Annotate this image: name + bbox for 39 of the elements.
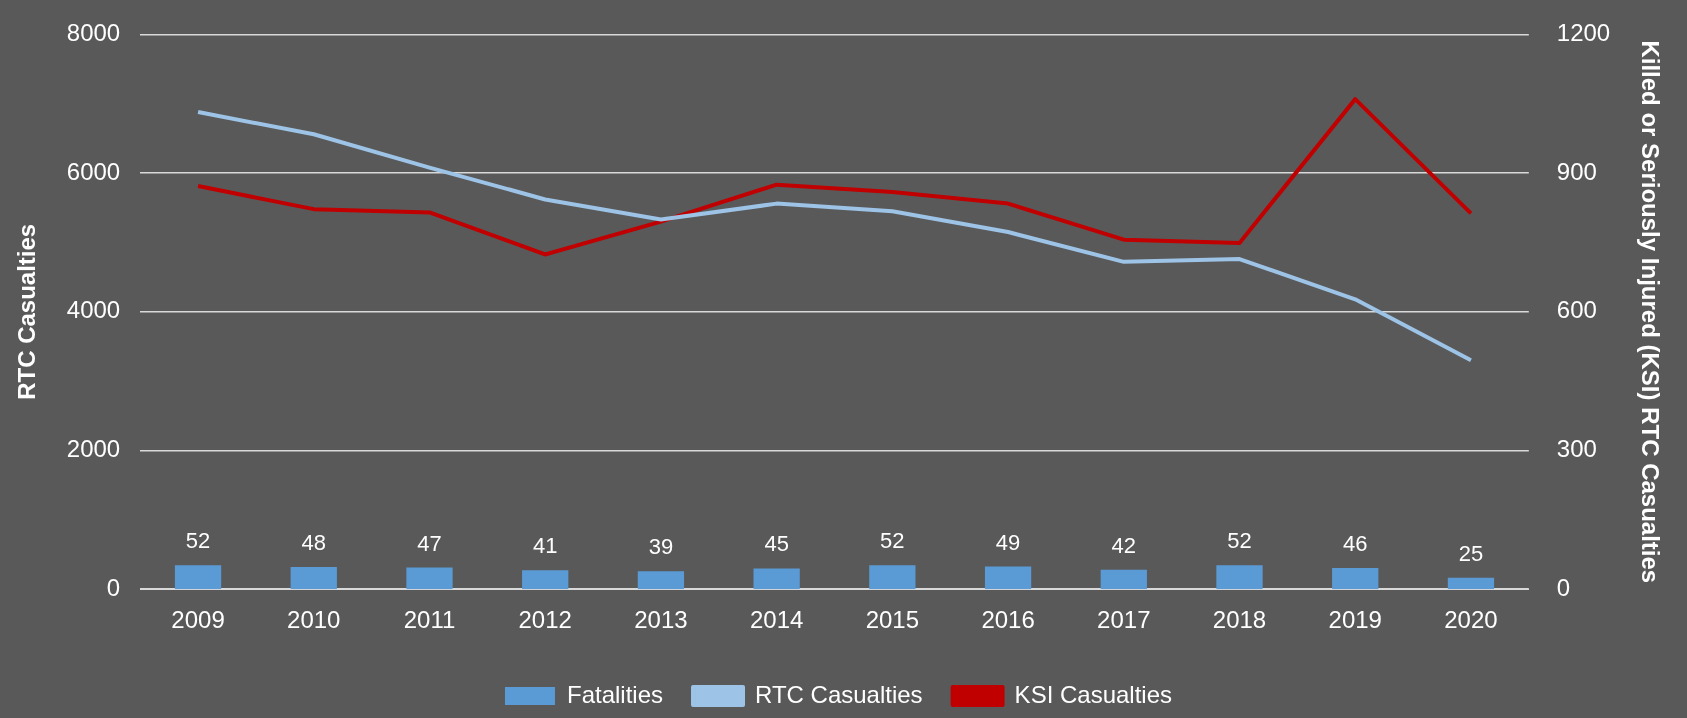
data-label: 52 <box>880 528 905 554</box>
x-tick-label: 2015 <box>865 606 920 634</box>
data-label: 52 <box>185 528 211 554</box>
y2-tick-label: 300 <box>1556 435 1597 463</box>
data-label: 41 <box>532 533 558 559</box>
x-tick-label: 2018 <box>1212 606 1267 634</box>
x-tick-label: 2009 <box>171 606 225 634</box>
y-tick-label: 0 <box>106 573 121 601</box>
y-axis-title: RTC Casualties <box>13 223 41 400</box>
x-tick-label: 2010 <box>287 606 341 634</box>
x-tick-label: 2013 <box>634 606 688 634</box>
y-tick-label: 2000 <box>66 435 121 463</box>
data-label: 47 <box>417 530 442 556</box>
x-tick-label: 2011 <box>403 606 456 634</box>
y2-tick-label: 900 <box>1556 157 1597 185</box>
legend-label: Fatalities <box>566 680 664 708</box>
data-label: 46 <box>1342 531 1368 556</box>
y2-tick-label: 600 <box>1556 296 1597 324</box>
x-tick-label: 2017 <box>1097 606 1151 634</box>
x-tick-label: 2019 <box>1328 606 1382 634</box>
data-label: 52 <box>1227 528 1252 554</box>
legend-label: KSI Casualties <box>1014 680 1173 708</box>
y-tick-label: 4000 <box>66 296 121 324</box>
y2-axis-title: Killed or Seriously Injured (KSI) RTC Casualties <box>1636 40 1664 584</box>
y2-tick-label: 1200 <box>1556 19 1611 47</box>
x-tick-label: 2020 <box>1444 606 1498 634</box>
data-label: 49 <box>995 529 1021 555</box>
data-label: 45 <box>764 531 789 557</box>
legend-label: RTC Casualties <box>755 680 923 708</box>
data-label: 48 <box>301 530 327 556</box>
x-tick-label: 2016 <box>981 606 1035 634</box>
data-label: 39 <box>648 534 674 560</box>
x-tick-label: 2012 <box>518 606 572 634</box>
data-label: 25 <box>1458 540 1484 566</box>
data-label: 42 <box>1111 532 1137 558</box>
x-tick-label: 2014 <box>749 606 804 634</box>
y-tick-label: 6000 <box>66 157 121 185</box>
y-tick-label: 8000 <box>66 19 121 47</box>
y2-tick-label: 0 <box>1556 573 1571 601</box>
